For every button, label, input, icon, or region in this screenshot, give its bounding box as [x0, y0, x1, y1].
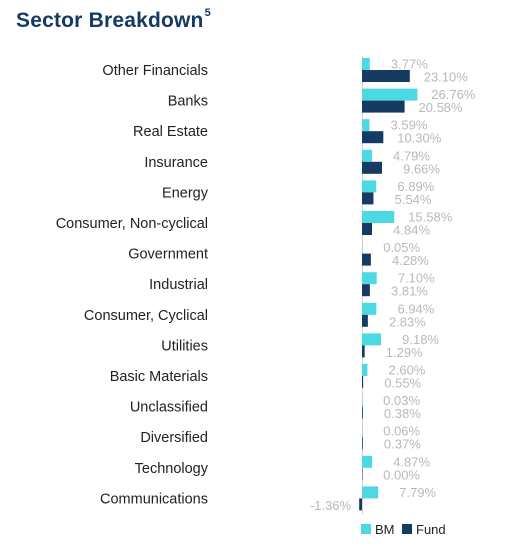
bm-bar	[362, 302, 377, 315]
bm-value-label: 7.10%	[398, 271, 435, 286]
fund-bar	[362, 70, 410, 82]
category-label: Technology	[135, 461, 209, 477]
bm-value-label: 26.76%	[431, 87, 476, 102]
fund-bar	[362, 437, 363, 450]
category-label: Consumer, Non-cyclical	[56, 216, 208, 232]
fund-value-label: 20.58%	[419, 100, 464, 115]
bm-bar	[362, 119, 370, 132]
fund-bar	[362, 376, 364, 388]
fund-bar	[362, 192, 374, 205]
fund-value-label: 10.30%	[397, 131, 442, 146]
bm-bar	[362, 180, 377, 193]
bm-bar	[362, 58, 370, 70]
bm-value-label: 7.79%	[399, 485, 436, 500]
bm-value-label: 0.06%	[383, 424, 420, 439]
bm-value-label: 2.60%	[389, 363, 426, 378]
bm-bar	[362, 333, 382, 346]
fund-value-label: 4.84%	[393, 223, 430, 238]
category-label: Real Estate	[133, 124, 208, 140]
fund-bar	[362, 131, 384, 144]
bm-bar	[362, 149, 372, 162]
fund-value-label: 2.83%	[389, 314, 426, 329]
fund-bar	[362, 284, 370, 297]
fund-value-label: 1.29%	[386, 345, 423, 360]
legend-fund-label: Fund	[416, 522, 446, 537]
fund-bar	[362, 253, 371, 266]
category-label: Other Financials	[102, 63, 208, 79]
bm-value-label: 3.77%	[391, 57, 428, 72]
bm-bar	[362, 88, 418, 101]
bm-bar	[362, 364, 368, 376]
bm-value-label: 6.89%	[397, 179, 434, 194]
fund-bar	[362, 406, 363, 419]
category-label: Consumer, Cyclical	[84, 308, 208, 324]
fund-value-label: 0.55%	[384, 376, 421, 391]
fund-value-label: 0.37%	[384, 437, 421, 452]
category-label: Unclassified	[130, 400, 208, 416]
fund-bar	[362, 100, 405, 113]
fund-value-label: 0.38%	[384, 406, 421, 421]
fund-value-label: 3.81%	[391, 284, 428, 299]
fund-bar	[362, 223, 373, 235]
fund-bar	[362, 314, 368, 327]
category-label: Insurance	[144, 155, 208, 171]
bm-value-label: 6.94%	[397, 301, 434, 316]
legend-bm-label: BM	[375, 522, 395, 537]
category-label: Communications	[100, 491, 208, 507]
category-label: Banks	[168, 94, 208, 110]
fund-value-label: 0.00%	[383, 467, 420, 482]
title-footnote-marker: 5	[204, 7, 211, 19]
fund-value-label: 9.66%	[403, 161, 440, 176]
category-label: Industrial	[149, 277, 208, 293]
fund-bar	[362, 161, 382, 174]
bm-value-label: 4.87%	[393, 454, 430, 469]
bm-value-label: 0.03%	[383, 393, 420, 408]
bm-bar	[362, 455, 373, 468]
bm-value-label: 3.59%	[391, 118, 428, 133]
category-label: Government	[128, 247, 208, 263]
bm-bar	[362, 272, 377, 285]
fund-value-label: -1.36%	[310, 498, 352, 513]
bm-value-label: 4.79%	[393, 148, 430, 163]
bm-bar	[362, 486, 379, 499]
fund-bar	[359, 498, 362, 511]
legend-fund-swatch	[402, 524, 412, 534]
fund-value-label: 5.54%	[395, 192, 432, 207]
fund-value-label: 23.10%	[424, 70, 469, 85]
bm-value-label: 15.58%	[408, 210, 453, 225]
bm-value-label: 0.05%	[383, 240, 420, 255]
category-label: Basic Materials	[110, 369, 208, 385]
fund-bar	[362, 345, 365, 358]
fund-value-label: 4.28%	[392, 253, 429, 268]
legend-bm-swatch	[361, 524, 371, 534]
category-label: Energy	[162, 185, 209, 201]
chart-title: Sector Breakdown5	[16, 7, 211, 32]
bm-value-label: 9.18%	[402, 332, 439, 347]
category-label: Diversified	[140, 430, 208, 446]
bm-bar	[362, 211, 395, 223]
category-label: Utilities	[161, 338, 208, 354]
